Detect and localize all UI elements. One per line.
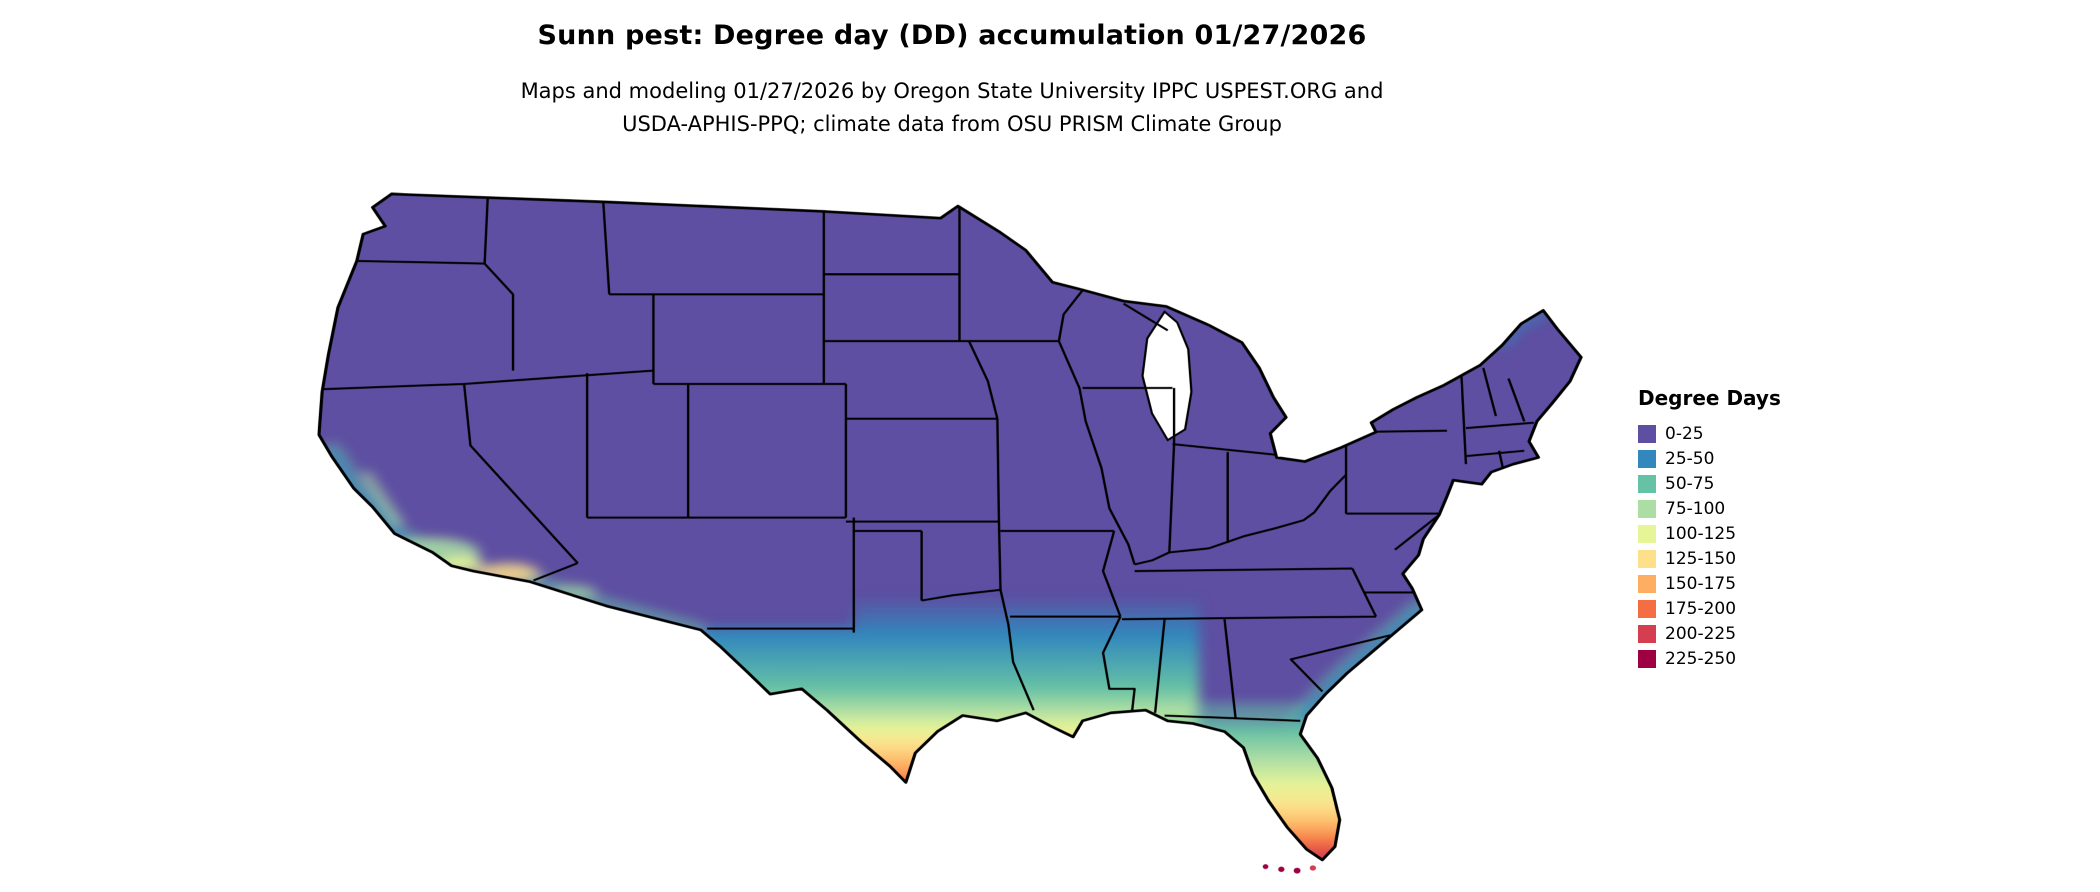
legend-item: 125-150: [1638, 546, 1781, 571]
subtitle-line-2: USDA-APHIS-PPQ; climate data from OSU PR…: [622, 112, 1282, 136]
legend-color-swatch: [1638, 474, 1656, 493]
legend-class-label: 100-125: [1665, 523, 1737, 544]
map-header: Sunn pest: Degree day (DD) accumulation …: [0, 20, 1904, 141]
state-borders: [322, 196, 1534, 722]
degree-days-legend: Degree Days 0-25 25-50 50-75 75-100 100-125 1…: [1638, 386, 1781, 671]
legend-color-swatch: [1638, 499, 1656, 518]
legend-class-label: 200-225: [1665, 623, 1737, 644]
lake-michigan: [1141, 310, 1193, 442]
legend-class-label: 125-150: [1665, 548, 1737, 569]
legend-color-swatch: [1638, 649, 1656, 668]
us-map-svg: [317, 192, 1583, 874]
legend-item: 75-100: [1638, 496, 1781, 521]
page-title: Sunn pest: Degree day (DD) accumulation …: [537, 20, 1367, 51]
legend-color-swatch: [1638, 449, 1656, 468]
florida-keys-dots: [1262, 864, 1317, 874]
legend-class-label: 150-175: [1665, 573, 1737, 594]
legend-item: 150-175: [1638, 571, 1781, 596]
legend-class-label: 50-75: [1665, 473, 1715, 494]
legend-item: 200-225: [1638, 621, 1781, 646]
legend-class-label: 175-200: [1665, 598, 1737, 619]
legend-item: 25-50: [1638, 446, 1781, 471]
legend-item: 50-75: [1638, 471, 1781, 496]
legend-class-label: 225-250: [1665, 648, 1737, 669]
legend-item: 175-200: [1638, 596, 1781, 621]
legend-item: 225-250: [1638, 646, 1781, 671]
legend-color-swatch: [1638, 549, 1656, 568]
legend-class-label: 75-100: [1665, 498, 1726, 519]
legend-class-label: 0-25: [1665, 423, 1704, 444]
us-base-fill: [318, 194, 1582, 860]
legend-color-swatch: [1638, 624, 1656, 643]
legend-color-swatch: [1638, 599, 1656, 618]
legend-item: 100-125: [1638, 521, 1781, 546]
legend-items: 0-25 25-50 50-75 75-100 100-125 125-150 150-17…: [1638, 421, 1781, 671]
subtitle-line-1: Maps and modeling 01/27/2026 by Oregon S…: [520, 79, 1384, 103]
legend-color-swatch: [1638, 424, 1656, 443]
legend-class-label: 25-50: [1665, 448, 1715, 469]
legend-color-swatch: [1638, 524, 1656, 543]
page-subtitle: Maps and modeling 01/27/2026 by Oregon S…: [0, 75, 1904, 141]
legend-color-swatch: [1638, 574, 1656, 593]
legend-title: Degree Days: [1638, 386, 1781, 410]
legend-item: 0-25: [1638, 421, 1781, 446]
us-degree-day-map: [300, 178, 1600, 884]
